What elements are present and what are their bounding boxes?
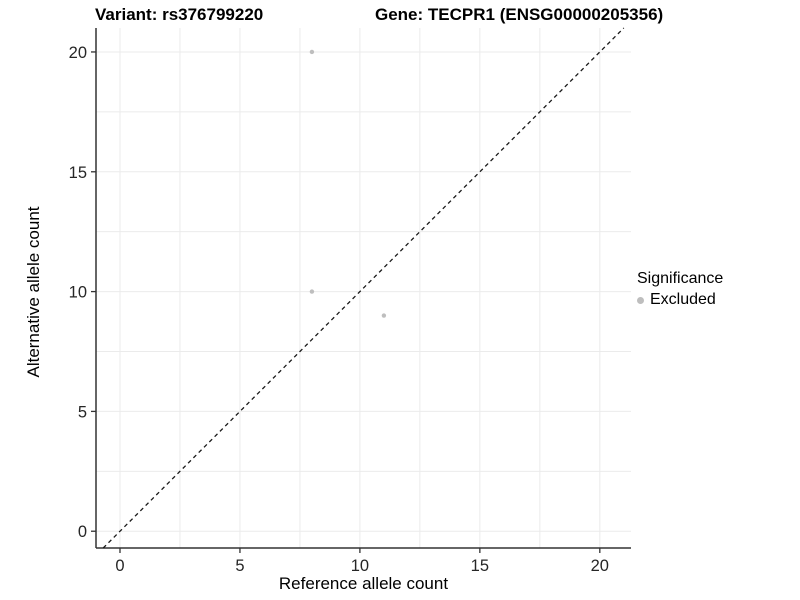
data-point: [309, 289, 315, 294]
legend-item-excluded: Excluded: [637, 291, 723, 309]
y-tick-label: 20: [69, 44, 87, 62]
y-tick-label: 5: [78, 403, 87, 421]
y-axis-title: Alternative allele count: [24, 206, 43, 378]
y-tick-label: 0: [78, 523, 87, 541]
identity-line: [102, 27, 625, 549]
plot-title-gene: Gene: TECPR1 (ENSG00000205356): [375, 5, 664, 24]
x-tick-label: 10: [351, 557, 369, 575]
y-tick-label: 15: [69, 164, 87, 182]
x-tick-label: 15: [471, 557, 489, 575]
x-axis-title: Reference allele count: [278, 574, 449, 593]
legend-point-icon: [637, 296, 644, 304]
x-tick-label: 20: [591, 557, 609, 575]
data-point: [381, 313, 387, 318]
x-tick-label: 5: [235, 557, 244, 575]
plot-title-variant: Variant: rs376799220: [95, 5, 264, 24]
data-point: [309, 49, 315, 55]
y-tick-label: 10: [69, 284, 87, 302]
legend: Significance Excluded: [637, 270, 723, 309]
legend-title: Significance: [637, 270, 724, 287]
x-tick-label: 0: [115, 557, 124, 575]
legend-item-label: Excluded: [650, 291, 716, 308]
